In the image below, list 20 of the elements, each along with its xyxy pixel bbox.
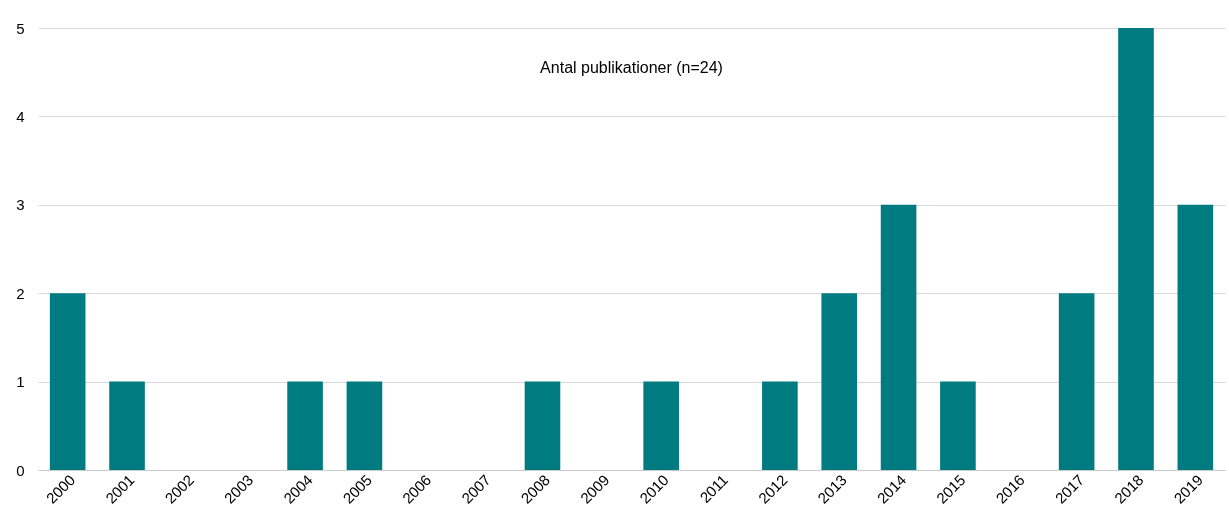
- bar: [287, 381, 323, 470]
- bar: [940, 381, 976, 470]
- bar: [643, 381, 679, 470]
- text: Antal publikationer (n=24): [540, 59, 723, 76]
- y-tick-label: 0: [16, 461, 25, 479]
- bar: [1177, 204, 1214, 470]
- y-tick-label: 4: [16, 107, 25, 125]
- y-tick-label: 3: [16, 196, 25, 214]
- bar: [49, 293, 86, 470]
- bar: [1058, 293, 1095, 470]
- bar: [109, 381, 145, 470]
- bar: [524, 381, 561, 470]
- y-tick-label: 5: [16, 19, 25, 37]
- bar: [346, 381, 383, 470]
- bar: [762, 381, 798, 470]
- bar: [1118, 28, 1154, 470]
- bar: [880, 204, 917, 470]
- bar: [821, 293, 858, 470]
- y-tick-label: 2: [16, 284, 25, 302]
- y-tick-label: 1: [16, 373, 25, 391]
